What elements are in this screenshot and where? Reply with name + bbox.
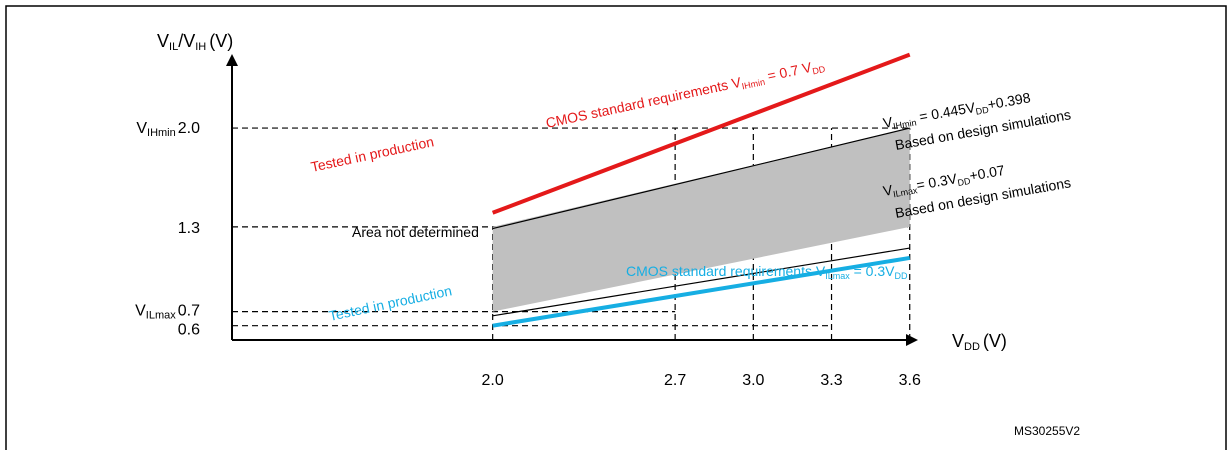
tested-vil-annotation: Tested in production [327,282,453,324]
figure-border [5,5,1227,450]
series-line-vih_sim [492,127,910,230]
y-tick-label-0.6: 0.6 [178,322,200,339]
tested-vih-annotation: Tested in production [309,133,435,175]
area-not-determined [492,128,910,312]
y-tick-label-2.0: VIHmin 2.0 [136,120,200,139]
area-layer [492,128,910,312]
x-tick-labels: 2.0 2.7 3.0 3.3 3.6 [482,372,921,389]
series-line-vil_sim [492,247,910,317]
y-tick-label-0.7: VILmax 0.7 [135,303,200,322]
x-tick-label-3.6: 3.6 [899,372,921,389]
series-line-vil_tested [492,255,911,328]
x-tick-label-3.0: 3.0 [742,372,764,389]
x-tick-label-2.0: 2.0 [482,372,504,389]
series-lines [491,52,911,328]
x-axis-title: VDD (V) [952,331,1007,353]
cmos-vih-annotation: CMOS standard requirements VIHmin = 0.7 … [544,56,826,133]
x-tick-label-3.3: 3.3 [820,372,842,389]
x-tick-label-2.7: 2.7 [664,372,686,389]
y-tick-labels: VIHmin 2.0 1.3 VILmax 0.70.6 [135,120,200,339]
vil-formula-annotation: VILmax= 0.3VDD+0.07 [882,162,1007,201]
y-tick-label-1.3: 1.3 [178,220,200,237]
area-label: Area not determined [352,224,479,240]
cmos-vil-annotation: CMOS standard requirements VILmax = 0.3V… [626,263,908,281]
y-axis-title: VIL/VIH (V) [157,31,233,53]
figure-reference-code: MS30255V2 [1014,424,1080,438]
series-line-vih_tested [491,52,911,215]
